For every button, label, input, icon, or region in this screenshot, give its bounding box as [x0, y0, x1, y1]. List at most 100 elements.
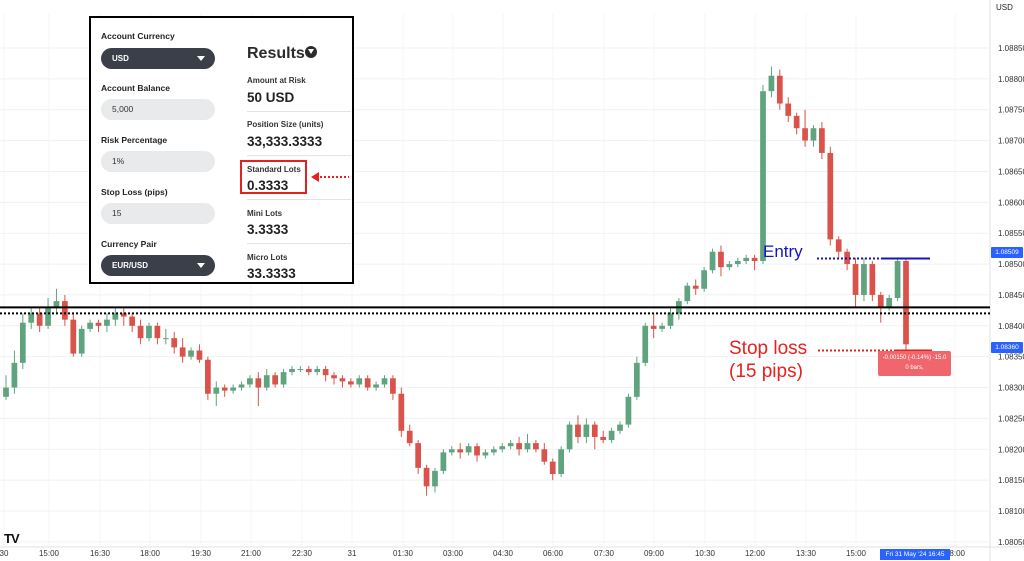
stop-loss-label: Stop Loss (pips) [101, 187, 168, 197]
candle-up [499, 446, 506, 450]
candle-up [28, 313, 35, 323]
candle-down [835, 239, 842, 252]
price-tick-label: 1.08650 [998, 167, 1024, 176]
price-tick-label: 1.08750 [998, 106, 1024, 115]
candle-up [87, 322, 93, 329]
candle-up [760, 91, 766, 261]
candle-up [894, 260, 901, 299]
candle-down [802, 128, 808, 141]
candle-up [11, 362, 18, 388]
chevron-down-icon [197, 263, 205, 268]
price-axis[interactable]: 1.08850 1.08800 1.08750 1.08700 1.08650 1.086… [998, 44, 1024, 547]
candle-up [701, 270, 707, 289]
candle-up [734, 260, 741, 265]
micro-lots-label: Micro Lots [247, 253, 288, 262]
time-tick-label: 12:00 [745, 549, 766, 558]
candle-up [608, 430, 615, 441]
price-tick-label: 1.08100 [998, 507, 1024, 516]
candle-up [886, 298, 893, 308]
candle-down [331, 375, 337, 379]
currency-pair-select[interactable]: EUR/USD [101, 255, 215, 276]
price-tick-label: 1.08450 [998, 291, 1024, 300]
results-title: Results [247, 45, 305, 62]
candle-up [583, 424, 590, 437]
candle-down [457, 449, 464, 453]
measure-tooltip-change: -0.00150 (-0.14%) -15.0 [882, 355, 947, 361]
micro-lots-value: 33.3333 [247, 266, 296, 281]
account-balance-input[interactable]: 5,000 [101, 99, 215, 120]
price-tick-label: 1.08700 [998, 137, 1024, 146]
candle-down [827, 152, 834, 240]
candle-down [852, 264, 859, 295]
price-tick-label: 1.08200 [998, 445, 1024, 454]
candle-down [549, 461, 556, 474]
price-tick-label: 1.08050 [998, 538, 1024, 547]
price-tick-label: 1.08500 [998, 260, 1024, 269]
account-currency-label: Account Currency [101, 31, 175, 41]
mini-lots-value: 3.3333 [247, 222, 289, 237]
candle-down [415, 443, 422, 468]
risk-percentage-input[interactable]: 1% [101, 151, 215, 172]
time-tick-label: 18:00 [945, 549, 966, 558]
amount-at-risk-label: Amount at Risk [247, 76, 306, 85]
candle-down [692, 285, 699, 289]
time-axis[interactable]: 30 15:00 16:30 18:00 19:30 21:00 22:30 31 01:30 0… [0, 549, 966, 558]
candle-down [533, 443, 539, 450]
price-tick-label: 1.08800 [998, 75, 1024, 84]
candle-up [289, 369, 295, 373]
time-tick-label: 06:00 [543, 549, 564, 558]
candle-down [221, 387, 228, 391]
candle-down [903, 260, 909, 345]
candle-up [810, 128, 817, 141]
tradingview-logo: TV [4, 531, 20, 546]
candle-down [793, 115, 800, 129]
candle-up [633, 362, 640, 397]
candle-down [255, 378, 262, 388]
time-tick-label: 16:30 [90, 549, 111, 558]
candle-up [162, 338, 169, 340]
candle-up [743, 257, 750, 261]
candle-down [541, 449, 548, 462]
candle-down [877, 294, 884, 308]
candle-down [196, 350, 203, 360]
account-currency-select[interactable]: USD [101, 48, 215, 69]
candle-up [112, 313, 119, 320]
mini-lots-label: Mini Lots [247, 209, 283, 218]
time-tick-label: 04:30 [493, 549, 514, 558]
candle-up [432, 470, 438, 487]
candle-down [171, 338, 178, 348]
candle-down [600, 436, 607, 441]
stop-loss-annotation-line2: (15 pips) [729, 361, 803, 382]
candle-down [348, 381, 354, 385]
standard-lots-value: 0.3333 [247, 178, 289, 193]
results-divider [247, 111, 351, 112]
time-tick-label: 10:30 [695, 549, 716, 558]
candle-up [356, 378, 363, 385]
candle-up [482, 452, 489, 456]
candle-up [230, 387, 236, 391]
candle-down [474, 446, 480, 456]
risk-percentage-label: Risk Percentage [101, 135, 168, 145]
results-divider [247, 199, 351, 200]
candle-down [272, 375, 279, 385]
candle-up [297, 369, 304, 371]
candle-up [617, 424, 623, 431]
candle-up [684, 285, 691, 302]
candle-down [751, 257, 758, 261]
price-tick-label: 1.08150 [998, 476, 1024, 485]
candle-down [120, 313, 127, 317]
stop-loss-input[interactable]: 15 [101, 203, 215, 224]
candle-up [566, 424, 573, 450]
time-tick-label: 07:30 [594, 549, 615, 558]
candle-up [213, 387, 220, 394]
candle-up [78, 328, 85, 354]
time-tick-label: 15:00 [39, 549, 60, 558]
candle-up [381, 378, 388, 385]
candle-up [490, 449, 497, 453]
stop-loss-annotation: Stop loss (15 pips) [729, 337, 807, 383]
chevron-down-icon [197, 56, 205, 61]
candle-down [591, 424, 598, 437]
stop-price-tag: 1.08360 [991, 342, 1023, 353]
position-size-value: 33,333.3333 [247, 134, 323, 149]
info-circle-icon[interactable] [305, 46, 317, 58]
